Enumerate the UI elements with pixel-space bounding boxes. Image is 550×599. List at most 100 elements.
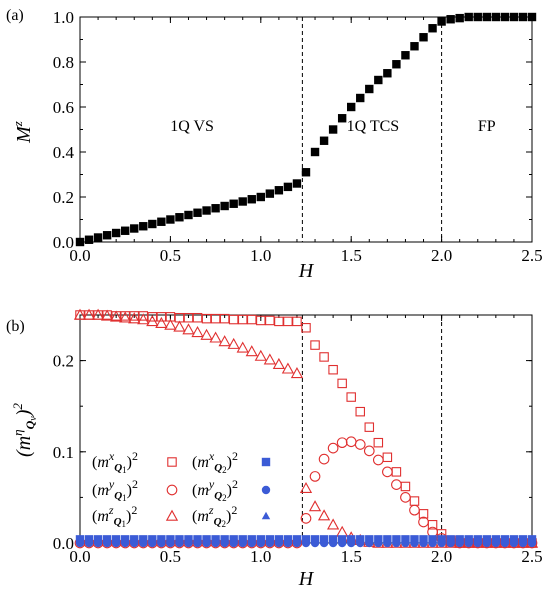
x-tick-label: 2.0 [431,246,452,265]
data-point [410,42,419,51]
data-point [345,436,357,448]
panel-b-x-axis-title: H [298,568,315,590]
legend-marker [166,484,178,496]
data-point [446,15,455,24]
data-point [347,102,356,112]
panel-a-x-axis-title: H [298,260,315,282]
data-point [110,310,123,322]
data-point [75,536,85,544]
legend-label: (mzQ1)2 [92,503,137,529]
data-point [93,233,103,242]
data-point [166,215,175,224]
data-point [363,445,375,457]
panel-a-y-axis-title: Mz [10,121,35,144]
data-point [392,536,401,544]
data-point [365,84,374,94]
data-point [410,536,419,544]
data-point [419,33,428,42]
data-point [391,479,402,490]
data-point [374,536,383,544]
data-point [211,204,220,213]
legend-marker [167,457,177,467]
data-point [309,471,321,482]
x-tick-label: 1.5 [341,246,362,265]
region-label: FP [478,118,496,135]
data-point [419,536,428,544]
data-point [147,312,158,322]
data-point [272,357,286,369]
data-point [238,536,247,544]
data-point [300,513,312,524]
data-point [236,341,249,353]
svg-text:Mz: Mz [10,121,35,144]
data-point [509,12,519,22]
data-point [139,222,148,231]
data-point [148,219,157,229]
x-tick-label: 0.5 [160,246,181,265]
data-point [428,536,437,544]
data-point [247,536,256,544]
data-point [473,12,482,22]
data-point [184,536,193,544]
data-point [373,437,384,448]
y-tick-label: 0.1 [53,443,74,462]
panel-a-region-labels: 1Q VS 1Q TCS FP [170,118,496,135]
svg-text:(mηQν)2: (mηQν)2 [10,403,39,457]
data-point [482,536,491,544]
data-point [84,235,94,244]
data-point [220,536,229,544]
data-point [318,453,330,465]
data-point [237,314,248,325]
y-tick-label: 0.6 [53,98,74,117]
data-point [93,536,103,544]
data-point [100,309,114,321]
data-point [191,325,204,338]
data-point [437,17,446,26]
data-point [409,496,420,506]
legend-label: (mxQ1)2 [92,449,138,475]
legend-entry: (mzQ1)2 [92,503,179,529]
data-point [247,314,257,325]
data-point [356,536,365,544]
data-point [218,335,231,347]
data-point [383,69,392,78]
data-point [281,362,295,374]
data-point [310,147,320,157]
legend-entry: (mzQ2)2 [192,503,271,529]
data-point [301,536,311,544]
data-point [138,311,149,321]
data-point [201,313,212,324]
data-point [355,406,365,417]
data-point [482,12,491,22]
panel-a-frame [79,16,533,243]
data-point [200,328,213,340]
data-point [301,168,311,177]
data-point [446,536,455,544]
series-0 [75,310,537,548]
data-point [346,392,356,402]
data-point [418,509,429,519]
data-point [317,509,331,521]
data-point [173,320,186,332]
data-point [254,349,267,361]
data-point [319,136,329,145]
data-point [193,536,202,544]
data-point [372,454,384,466]
data-point [364,422,375,432]
data-point [128,312,141,324]
data-point [245,345,258,357]
data-point [491,536,501,544]
legend-label: (myQ2)2 [192,477,238,503]
data-point [491,12,501,22]
data-point [82,308,96,320]
panel-b: (b) 0.0 0.5 1.0 1.5 2.0 2.5 0.0 0.1 0.2 H (mηQν)… [6,308,543,590]
panel-b-label: (b) [6,318,25,335]
data-point [292,536,302,544]
data-point [283,536,293,544]
data-point [256,192,265,202]
data-point [155,316,168,328]
legend-label: (mzQ2)2 [192,503,237,529]
data-point [265,189,275,198]
region-label: 1Q VS [170,118,214,135]
y-tick-label: 0.0 [53,534,74,553]
